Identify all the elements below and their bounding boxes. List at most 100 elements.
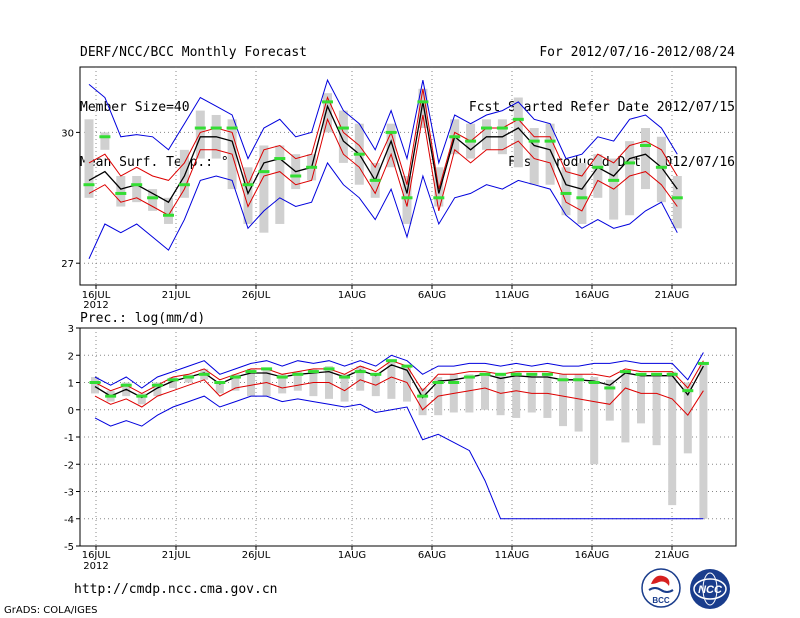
member-marker — [651, 372, 663, 376]
spread-bar — [100, 132, 110, 150]
member-marker — [541, 372, 553, 376]
x-tick-label: 1AUG — [338, 550, 366, 561]
member-marker — [463, 375, 475, 379]
member-marker — [261, 367, 273, 371]
chart-panel-temp: 27 30 16JUL 21JUL 26JUL 1AUG 6AUG 11AUG 16AUG 21A… — [61, 66, 737, 311]
spread-bar — [338, 110, 348, 163]
y-tick-label: -4 — [64, 515, 74, 526]
spread-bar — [386, 123, 396, 168]
member-marker — [557, 378, 569, 382]
spread-bar — [323, 93, 332, 133]
spread-bar — [132, 176, 142, 203]
spread-bar — [215, 382, 224, 394]
member-marker — [576, 196, 588, 200]
spread-bar — [590, 377, 599, 465]
member-marker — [510, 372, 522, 376]
member-marker — [210, 126, 222, 130]
spread-bar — [545, 123, 555, 185]
spread-bar — [164, 197, 173, 224]
member-marker — [635, 372, 647, 376]
spread-bar — [593, 154, 603, 198]
bcc-logo-wave — [648, 587, 674, 593]
grads-credit: GrADS: COLA/IGES — [4, 605, 98, 616]
spread-bar — [148, 189, 158, 211]
member-marker — [682, 389, 694, 393]
panel-title: Prec.: log(mm/d) — [80, 311, 205, 326]
plot-frame — [79, 66, 737, 286]
spread-bar — [668, 371, 677, 506]
spread-bar — [559, 374, 567, 427]
spread-bar — [641, 128, 650, 190]
member-marker — [226, 126, 238, 130]
x-tick-label: 11AUG — [495, 290, 530, 301]
spread-bar — [403, 366, 411, 402]
member-marker — [229, 375, 241, 379]
member-marker — [573, 378, 585, 382]
member-marker — [671, 196, 683, 200]
bcc-logo-swirl — [651, 575, 670, 586]
spread-bar — [496, 374, 505, 416]
spread-bar — [387, 360, 396, 399]
member-marker — [465, 139, 477, 143]
y-tick-label: -3 — [64, 488, 74, 499]
member-marker — [369, 178, 381, 182]
member-marker — [115, 191, 127, 195]
spread-bar — [574, 374, 583, 432]
spread-bar — [699, 363, 708, 519]
x-tick-label: 11AUG — [495, 550, 530, 561]
member-marker — [479, 372, 491, 376]
member-marker — [306, 165, 318, 169]
ensemble-mean-line — [94, 364, 704, 399]
member-marker — [131, 183, 143, 187]
x-tick-label: 26JUL — [242, 290, 271, 301]
max-envelope-line — [94, 352, 704, 389]
member-marker — [276, 375, 288, 379]
member-marker — [385, 130, 397, 134]
spread-bar — [625, 141, 635, 216]
spread-bar — [340, 374, 349, 402]
member-marker — [274, 157, 286, 161]
member-marker — [512, 117, 524, 121]
spread-bar — [652, 374, 661, 446]
spread-bar — [84, 119, 94, 198]
member-marker — [432, 381, 444, 384]
spread-bar — [402, 176, 412, 224]
x-tick-label: 16AUG — [575, 290, 610, 301]
member-marker — [526, 372, 538, 376]
x-tick-label: 21AUG — [655, 290, 690, 301]
spread-bar — [137, 393, 146, 405]
member-marker — [99, 135, 111, 139]
spread-bar — [356, 366, 365, 391]
member-marker — [214, 381, 226, 384]
member-marker — [666, 372, 678, 376]
member-marker — [147, 196, 159, 200]
member-marker — [163, 213, 174, 217]
chart-panel-prec: -5 -4 -3 -2 -1 0 1 2 3 16JUL 21JUL 26JUL 1AUG 6AUG 11A… — [64, 311, 737, 572]
y-tick-label: 27 — [61, 259, 74, 270]
member-marker — [183, 375, 195, 379]
spread-bar — [293, 371, 302, 391]
member-marker — [292, 372, 304, 376]
x-tick-label: 16JUL — [82, 550, 111, 561]
bcc-logo: BCC — [641, 568, 681, 608]
spread-bar — [513, 97, 523, 168]
y-tick-label: -1 — [64, 433, 74, 444]
x-tick-label: 26JUL — [242, 550, 271, 561]
x-year-label: 2012 — [83, 300, 108, 311]
spread-bar — [259, 145, 269, 233]
member-marker — [323, 367, 335, 371]
member-marker — [83, 183, 95, 187]
x-tick-label: 21AUG — [655, 550, 690, 561]
x-tick-label: 21JUL — [162, 550, 191, 561]
spread-bar — [247, 368, 255, 397]
member-marker — [544, 139, 556, 143]
spread-bar — [561, 167, 571, 216]
member-marker — [322, 100, 333, 104]
spread-bar — [418, 387, 427, 416]
ncc-logo-meridian — [702, 572, 718, 606]
ncc-logo-orbit — [693, 578, 727, 600]
member-marker — [588, 381, 600, 384]
member-marker — [136, 394, 148, 398]
member-marker — [178, 183, 190, 187]
